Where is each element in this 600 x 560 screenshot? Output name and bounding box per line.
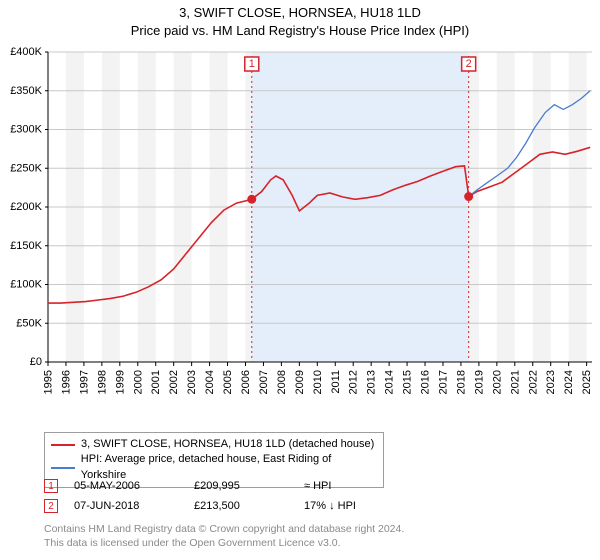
x-tick-label: 2010 [312,370,324,394]
x-tick-label: 2008 [276,370,288,394]
x-tick-label: 2017 [437,370,449,394]
y-tick-label: £400K [10,46,42,58]
x-tick-label: 2012 [348,370,360,394]
note-marker: 1 [44,479,58,493]
legend-label: 3, SWIFT CLOSE, HORNSEA, HU18 1LD (detac… [81,437,374,452]
attribution: Contains HM Land Registry data © Crown c… [44,522,404,550]
sale-marker-number: 1 [249,58,255,70]
note-row: 1 05-MAY-2006£209,995≈ HPI [44,476,394,496]
note-price: £213,500 [194,500,304,512]
chart: £0 £50K £100K £150K £200K £250K £300K £350K £400… [0,44,600,424]
x-tick-label: 2021 [509,370,521,394]
sale-dot [248,195,256,203]
sale-marker-number: 2 [466,58,472,70]
y-tick-label: £250K [10,162,42,174]
x-tick-label: 2018 [455,370,467,394]
x-tick-label: 2015 [402,370,414,394]
note-date: 05-MAY-2006 [74,480,194,492]
x-tick-label: 2025 [581,370,593,394]
x-tick-label: 2022 [527,370,539,394]
legend-row: 3, SWIFT CLOSE, HORNSEA, HU18 1LD (detac… [51,437,377,452]
attribution-line-1: Contains HM Land Registry data © Crown c… [44,522,404,536]
x-tick-label: 2009 [294,370,306,394]
x-tick-label: 2016 [420,370,432,394]
x-tick-label: 2001 [150,370,162,394]
x-tick-label: 2023 [545,370,557,394]
y-tick-label: £300K [10,124,42,136]
x-tick-label: 1998 [96,370,108,394]
title-line-2: Price paid vs. HM Land Registry's House … [0,22,600,40]
x-tick-label: 2019 [473,370,485,394]
note-marker: 2 [44,499,58,513]
x-tick-label: 1997 [78,370,90,394]
chart-svg: £0 £50K £100K £150K £200K £250K £300K £350K £400… [0,44,600,424]
y-tick-label: £200K [10,201,42,213]
note-row: 2 07-JUN-2018£213,50017% ↓ HPI [44,496,394,516]
x-tick-label: 2004 [204,370,216,394]
x-tick-label: 1999 [114,370,126,394]
x-tick-label: 2014 [384,370,396,394]
x-tick-label: 2011 [330,370,342,394]
attribution-line-2: This data is licensed under the Open Gov… [44,536,404,550]
legend-swatch [51,444,75,446]
title-line-1: 3, SWIFT CLOSE, HORNSEA, HU18 1LD [0,4,600,22]
y-tick-label: £350K [10,85,42,97]
sale-notes: 1 05-MAY-2006£209,995≈ HPI 2 07-JUN-2018£21… [44,476,394,516]
x-tick-label: 2013 [366,370,378,394]
x-tick-label: 2024 [563,370,575,394]
note-price: £209,995 [194,480,304,492]
x-tick-label: 2007 [258,370,270,394]
sale-dot [465,193,473,201]
x-tick-label: 2003 [186,370,198,394]
x-tick-label: 2020 [491,370,503,394]
x-tick-label: 2005 [222,370,234,394]
note-date: 07-JUN-2018 [74,500,194,512]
x-tick-label: 1995 [43,370,55,394]
legend-swatch [51,467,75,469]
note-diff: ≈ HPI [304,480,394,492]
x-tick-label: 1996 [60,370,72,394]
x-tick-label: 2002 [168,370,180,394]
note-diff: 17% ↓ HPI [304,500,394,512]
y-tick-label: £100K [10,279,42,291]
x-tick-label: 2006 [240,370,252,394]
y-tick-label: £150K [10,240,42,252]
y-tick-label: £50K [16,317,42,329]
x-tick-label: 2000 [132,370,144,394]
y-tick-label: £0 [30,356,42,368]
chart-title: 3, SWIFT CLOSE, HORNSEA, HU18 1LD Price … [0,0,600,39]
